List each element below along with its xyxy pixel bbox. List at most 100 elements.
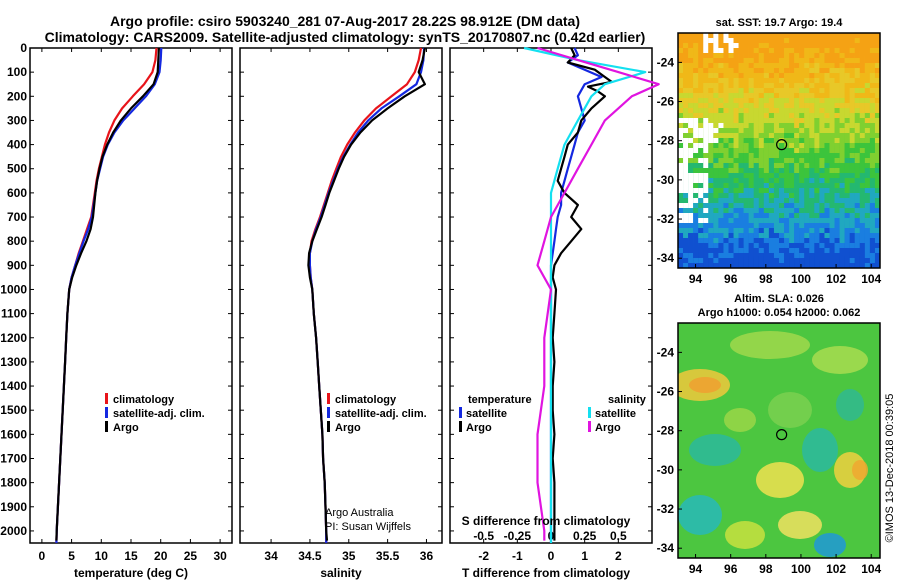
sst-pixel — [824, 53, 830, 59]
sst-pixel — [703, 258, 709, 264]
sst-pixel — [758, 178, 764, 184]
sst-pixel — [869, 168, 875, 174]
sst-pixel — [683, 183, 689, 189]
legend-label-s-argo: Argo — [595, 422, 621, 434]
sst-pixel — [698, 233, 704, 239]
sst-pixel — [733, 238, 739, 244]
sst-pixel — [844, 113, 850, 119]
sst-pixel — [874, 148, 880, 154]
sst-pixel — [809, 238, 815, 244]
sst-pixel — [799, 228, 805, 234]
sst-pixel — [869, 173, 875, 179]
sst-pixel — [763, 243, 769, 249]
sst-pixel — [844, 253, 850, 259]
sst-pixel — [763, 213, 769, 219]
sst-pixel — [758, 123, 764, 129]
sst-pixel — [758, 218, 764, 224]
sst-pixel — [849, 188, 855, 194]
sst-pixel — [799, 98, 805, 104]
sst-pixel — [763, 163, 769, 169]
sst-pixel — [763, 138, 769, 144]
sst-pixel — [728, 53, 734, 59]
sst-pixel — [849, 93, 855, 99]
sst-pixel — [733, 98, 739, 104]
sst-pixel — [708, 138, 714, 144]
sst-pixel — [859, 48, 865, 54]
sst-pixel — [763, 83, 769, 89]
sst-pixel — [839, 58, 845, 64]
sst-pixel — [723, 148, 729, 154]
sst-pixel — [723, 58, 729, 64]
sst-pixel — [733, 143, 739, 149]
sst-pixel — [683, 178, 689, 184]
sst-pixel — [773, 83, 780, 89]
sst-pixel — [859, 188, 865, 194]
sst-pixel — [683, 48, 689, 54]
depth-tick-label: 1400 — [0, 379, 27, 393]
sst-pixel — [743, 138, 749, 144]
sst-pixel — [789, 158, 795, 164]
depth-tick-label: 1100 — [1, 307, 27, 321]
sst-pixel — [738, 63, 744, 69]
sst-pixel — [849, 48, 855, 54]
sst-pixel — [869, 113, 875, 119]
sst-pixel — [859, 138, 865, 144]
sst-pixel — [708, 88, 714, 94]
sst-pixel — [708, 78, 714, 84]
sst-pixel — [748, 58, 754, 64]
sst-pixel — [743, 243, 749, 249]
sst-pixel — [814, 223, 820, 229]
sst-pixel — [718, 88, 724, 94]
sst-pixel — [854, 143, 860, 149]
sst-pixel — [814, 68, 820, 74]
sst-pixel — [768, 173, 774, 179]
sst-pixel — [844, 223, 850, 229]
sst-pixel — [869, 263, 875, 268]
sst-pixel — [723, 208, 729, 214]
sst-pixel — [708, 158, 714, 164]
sst-pixel — [723, 93, 729, 99]
map-x-tick-label: 98 — [759, 272, 773, 286]
sst-pixel — [733, 128, 739, 134]
sst-pixel — [834, 78, 840, 84]
salinity-panel — [239, 47, 443, 544]
sst-pixel — [698, 208, 704, 214]
sst-pixel — [738, 133, 744, 139]
sst-pixel — [708, 118, 714, 124]
sst-pixel — [683, 243, 689, 249]
sst-pixel — [753, 188, 759, 194]
sst-pixel — [768, 33, 774, 39]
depth-tick-label: 1000 — [0, 282, 27, 296]
sst-pixel — [743, 78, 749, 84]
sst-pixel — [753, 43, 759, 49]
sst-pixel — [814, 188, 820, 194]
sst-pixel — [849, 38, 855, 44]
sst-pixel — [738, 248, 744, 254]
sst-pixel — [678, 143, 684, 149]
sst-pixel — [824, 63, 830, 69]
sst-pixel — [693, 143, 699, 149]
sst-pixel — [723, 218, 729, 224]
sst-pixel — [683, 198, 689, 204]
sst-pixel — [693, 178, 699, 184]
sst-pixel — [758, 228, 764, 234]
sst-pixel — [723, 53, 729, 59]
sst-pixel — [829, 113, 835, 119]
sst-pixel — [874, 108, 880, 114]
sst-pixel — [733, 103, 739, 109]
sst-pixel — [718, 68, 724, 74]
sst-pixel — [683, 53, 689, 59]
sst-pixel — [693, 53, 699, 59]
sst-pixel — [814, 73, 820, 79]
sst-pixel — [824, 183, 830, 189]
sst-pixel — [763, 78, 769, 84]
sst-pixel — [713, 58, 719, 64]
sst-pixel — [854, 38, 860, 44]
sst-pixel — [753, 248, 759, 254]
sst-pixel — [784, 148, 790, 154]
sst-pixel — [779, 103, 785, 109]
sst-pixel — [743, 133, 749, 139]
sst-pixel — [768, 98, 774, 104]
sst-pixel — [728, 68, 734, 74]
sst-pixel — [869, 88, 875, 94]
